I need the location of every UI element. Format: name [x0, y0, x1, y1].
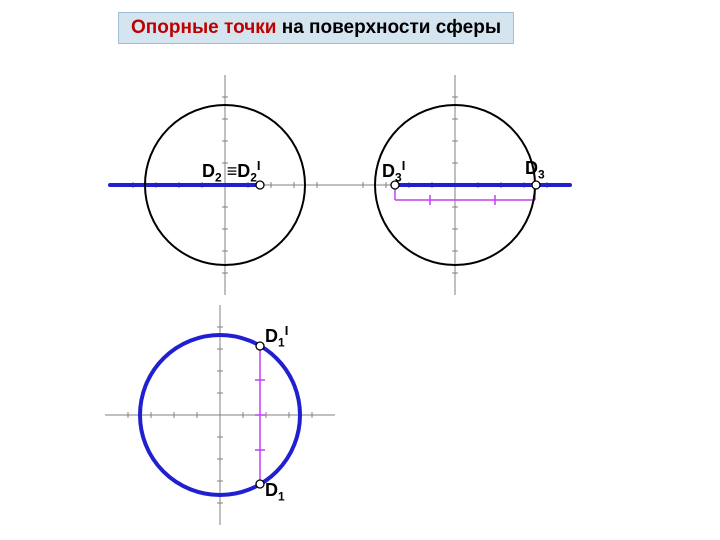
title-red: Опорные точки [131, 17, 276, 38]
title-box: Опорные точки на поверхности сферы [118, 12, 514, 44]
title-black: на поверхности сферы [276, 17, 501, 38]
point-label: D1 [265, 480, 285, 504]
point-label: D3I [382, 158, 405, 185]
point-label: D3 [525, 158, 545, 182]
point-label: D1I [265, 323, 288, 350]
diagram-svg [0, 0, 720, 540]
point-label: D2 ≡D2I [202, 158, 261, 185]
